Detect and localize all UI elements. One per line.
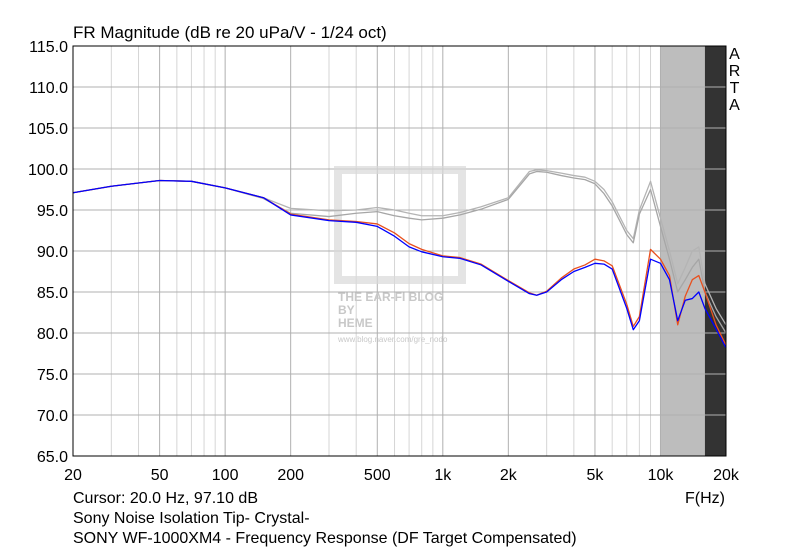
x-tick-label: 50 bbox=[151, 467, 169, 484]
y-tick-label: 70.0 bbox=[37, 408, 68, 425]
cursor-readout: Cursor: 20.0 Hz, 97.10 dB bbox=[73, 490, 258, 507]
chart-title: FR Magnitude (dB re 20 uPa/V - 1/24 oct) bbox=[73, 23, 387, 42]
series-line bbox=[72, 179, 727, 349]
footer-line: SONY WF-1000XM4 - Frequency Response (DF… bbox=[73, 530, 577, 547]
watermark-text: HEME bbox=[338, 316, 373, 330]
series-line bbox=[72, 170, 727, 334]
y-tick-label: 75.0 bbox=[37, 367, 68, 384]
y-tick-label: 80.0 bbox=[37, 326, 68, 343]
x-tick-label: 200 bbox=[277, 467, 304, 484]
x-tick-label: 1k bbox=[434, 467, 452, 484]
plot-frame bbox=[72, 45, 727, 457]
x-tick-label: 2k bbox=[500, 467, 518, 484]
y-tick-label: 85.0 bbox=[37, 285, 68, 302]
y-tick-label: 115.0 bbox=[29, 39, 68, 56]
x-tick-label: 20k bbox=[713, 467, 740, 484]
y-tick-label: 65.0 bbox=[37, 449, 68, 466]
side-label: ARTA bbox=[726, 46, 743, 114]
y-tick-label: 90.0 bbox=[37, 244, 68, 261]
x-tick-label: 10k bbox=[648, 467, 675, 484]
series-line bbox=[72, 169, 727, 326]
watermark-text: BY bbox=[338, 303, 355, 317]
x-axis-label: F(Hz) bbox=[685, 490, 725, 507]
x-tick-label: 5k bbox=[586, 467, 604, 484]
watermark-logo bbox=[334, 166, 466, 284]
x-tick-label: 20 bbox=[64, 467, 82, 484]
x-tick-label: 100 bbox=[212, 467, 239, 484]
watermark-text: THE EAR-FI BLOG bbox=[338, 290, 443, 304]
y-tick-label: 100.0 bbox=[28, 162, 68, 179]
y-tick-label: 110.0 bbox=[29, 80, 68, 97]
y-tick-label: 95.0 bbox=[37, 203, 68, 220]
x-tick-label: 500 bbox=[364, 467, 391, 484]
y-tick-label: 105.0 bbox=[28, 121, 68, 138]
footer-line: Sony Noise Isolation Tip- Crystal- bbox=[73, 510, 310, 527]
watermark-url: www.blog.naver.com/gre_nodo bbox=[337, 335, 448, 344]
